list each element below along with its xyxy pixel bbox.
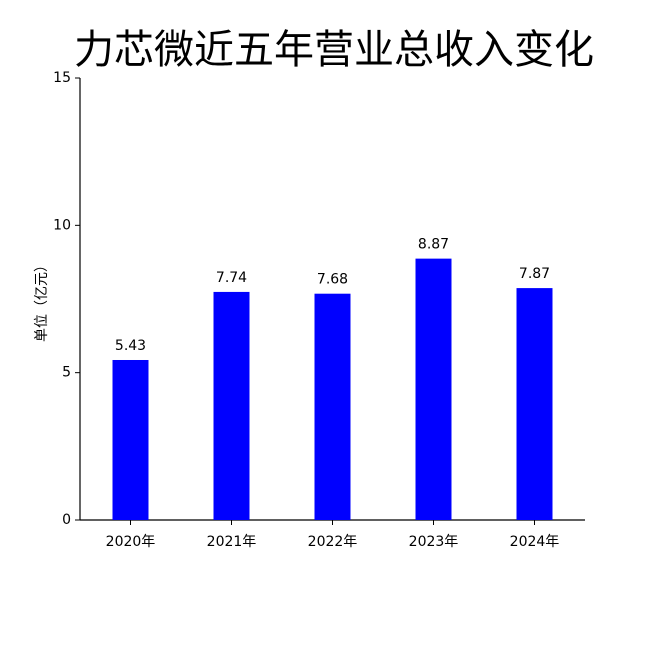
data-label: 5.43 <box>115 338 146 354</box>
x-tick-label: 2023年 <box>409 534 459 550</box>
data-label: 7.87 <box>519 266 550 282</box>
y-tick-label: 10 <box>53 217 71 233</box>
data-label: 7.68 <box>317 272 348 288</box>
bar <box>112 359 149 520</box>
y-tick-label: 5 <box>62 365 71 381</box>
x-tick-label: 2024年 <box>510 534 560 550</box>
bar <box>415 258 452 520</box>
x-tick-label: 2022年 <box>308 534 358 550</box>
bar <box>314 293 351 520</box>
chart-title: 力芯微近五年营业总收入变化 <box>74 27 594 73</box>
x-tick-label: 2020年 <box>106 534 156 550</box>
bar <box>516 288 553 520</box>
y-tick-label: 15 <box>53 70 71 86</box>
x-tick-label: 2021年 <box>207 534 257 550</box>
y-axis-label: 单位（亿元） <box>34 258 50 342</box>
bar <box>213 291 250 520</box>
data-label: 7.74 <box>216 270 247 286</box>
y-tick-label: 0 <box>62 512 71 528</box>
data-label: 8.87 <box>418 237 449 253</box>
